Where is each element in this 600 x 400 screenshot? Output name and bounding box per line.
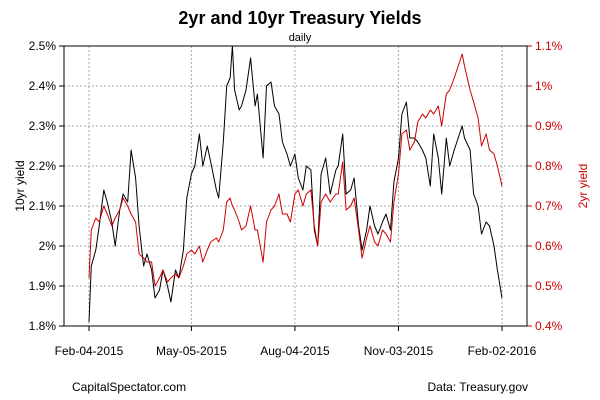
left-tick-label: 1.8% — [29, 319, 57, 333]
chart-title: 2yr and 10yr Treasury Yields — [178, 8, 421, 28]
left-axis: 1.8% 1.9% 2% 2.1% 2.2% 2.3% 2.4% 2.5% — [29, 39, 64, 333]
footer-data-source: Data: Treasury.gov — [427, 380, 529, 394]
x-tick-label: Nov-03-2015 — [364, 344, 434, 358]
right-tick-label: 0.7% — [535, 199, 563, 213]
left-tick-label: 2.5% — [29, 39, 57, 53]
footer-source-site: CapitalSpectator.com — [72, 380, 187, 394]
right-tick-label: 0.4% — [535, 319, 563, 333]
left-tick-label: 1.9% — [29, 279, 57, 293]
grid-lines — [64, 46, 527, 326]
plot-frame — [63, 45, 528, 327]
left-tick-label: 2.3% — [29, 119, 57, 133]
left-tick-label: 2.4% — [29, 79, 57, 93]
right-tick-label: 1% — [535, 79, 553, 93]
series-layer — [88, 45, 503, 323]
right-tick-label: 0.8% — [535, 159, 563, 173]
series-line-10yr — [88, 45, 503, 323]
right-tick-label: 0.5% — [535, 279, 563, 293]
series-line-2yr — [88, 53, 503, 287]
x-tick-label: Aug-04-2015 — [260, 344, 330, 358]
x-tick-label: May-05-2015 — [156, 344, 227, 358]
left-axis-label: 10yr yield — [13, 160, 27, 211]
chart-subtitle: daily — [289, 32, 312, 44]
left-tick-label: 2% — [39, 239, 57, 253]
right-tick-label: 0.6% — [535, 239, 563, 253]
x-tick-label: Feb-04-2015 — [55, 344, 124, 358]
right-axis-label: 2yr yield — [576, 164, 590, 209]
right-tick-label: 0.9% — [535, 119, 563, 133]
x-tick-label: Feb-02-2016 — [468, 344, 537, 358]
x-axis: Feb-04-2015 May-05-2015 Aug-04-2015 Nov-03-… — [55, 326, 537, 358]
right-tick-label: 1.1% — [535, 39, 563, 53]
left-tick-label: 2.2% — [29, 159, 57, 173]
left-tick-label: 2.1% — [29, 199, 57, 213]
right-axis: 0.4% 0.5% 0.6% 0.7% 0.8% 0.9% 1% 1.1% — [527, 39, 563, 333]
